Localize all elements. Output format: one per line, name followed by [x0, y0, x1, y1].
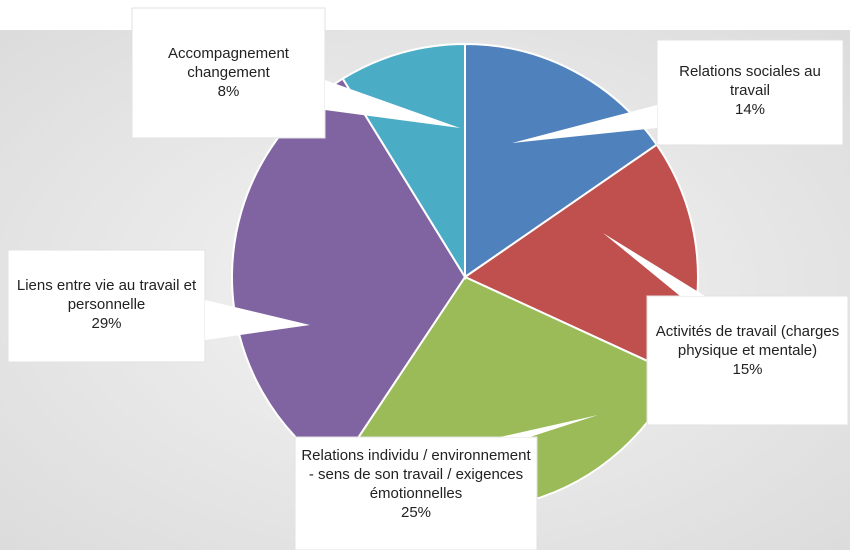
- callout-box: [656, 39, 844, 146]
- value-label: 29%: [91, 315, 122, 332]
- callout-label: Relations sociales au travail 14%: [660, 62, 840, 119]
- category-label: Relations individu / environnement - sen…: [301, 447, 531, 502]
- callout-label: Accompagnement changement 8%: [139, 44, 319, 101]
- category-label: Accompagnement changement: [168, 45, 289, 81]
- callout-label: Liens entre vie au travail et personnell…: [12, 276, 202, 333]
- callout-pointer: [205, 300, 310, 340]
- category-label: Activités de travail (charges physique e…: [655, 323, 840, 359]
- category-label: Relations sociales au travail: [679, 63, 821, 99]
- callout-label: Activités de travail (charges physique e…: [653, 322, 843, 379]
- callout-box: [131, 7, 326, 139]
- value-label: 8%: [217, 83, 240, 100]
- callout-label: Relations individu / environnement - sen…: [299, 446, 534, 522]
- value-label: 25%: [400, 504, 432, 521]
- callout-pointer: [325, 80, 460, 128]
- category-label: Liens entre vie au travail et personnell…: [16, 277, 197, 313]
- callout-box: [646, 295, 849, 426]
- callout-box: [294, 436, 538, 550]
- callout-pointer: [603, 233, 705, 296]
- value-label: 15%: [732, 361, 763, 378]
- callout-pointer: [512, 105, 657, 143]
- callout-pointer: [500, 415, 598, 437]
- value-label: 14%: [734, 101, 766, 118]
- callout-box: [7, 249, 206, 363]
